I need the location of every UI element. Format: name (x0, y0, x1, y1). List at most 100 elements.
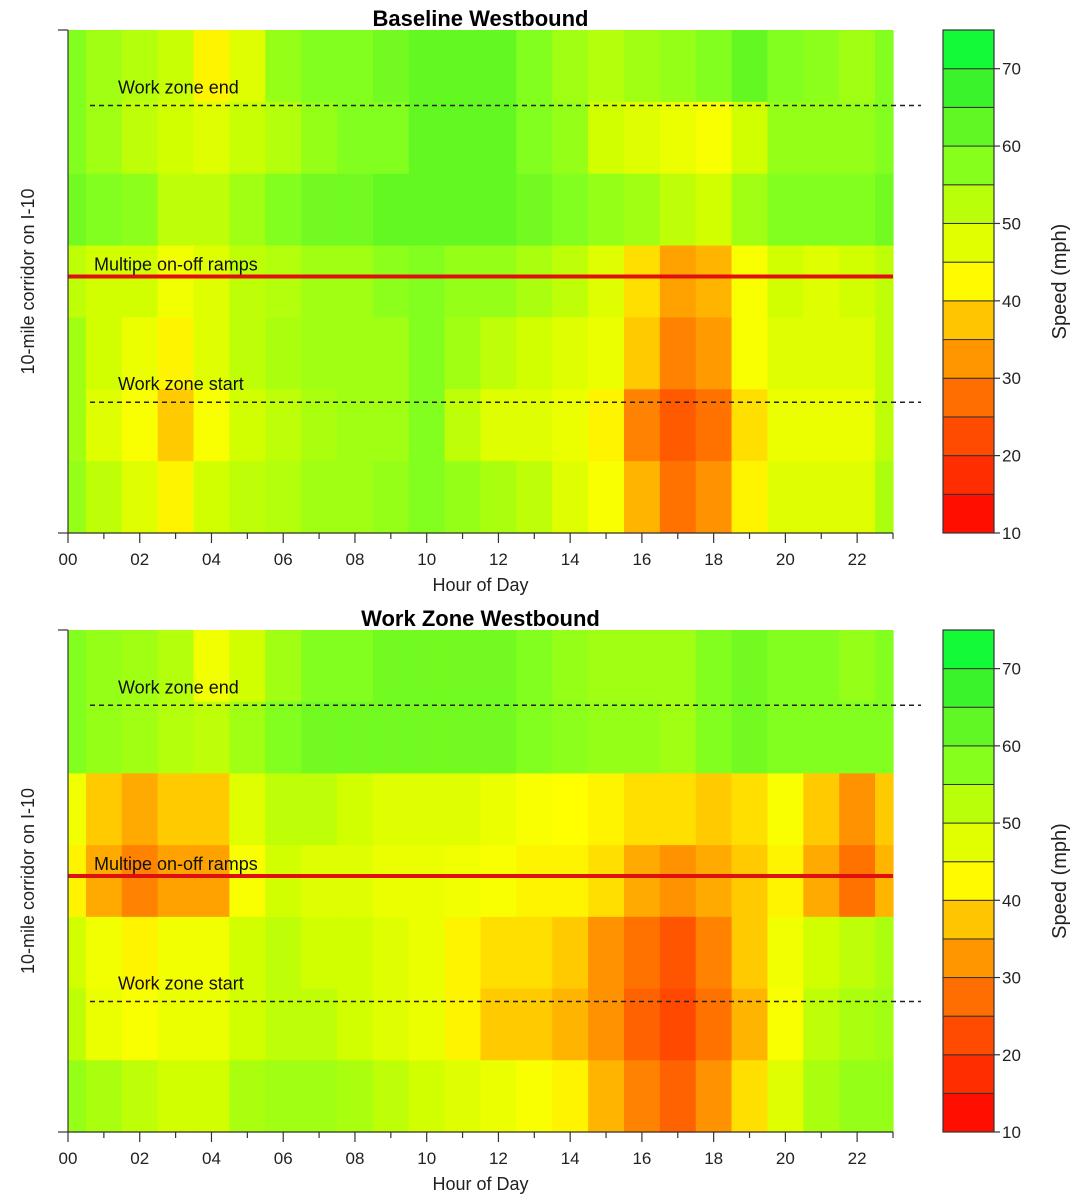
heatmap-cell (121, 389, 159, 462)
heatmap-cell (731, 630, 769, 703)
heatmap-cell (229, 101, 266, 175)
heatmap-cell (408, 389, 446, 462)
heatmap-cell (659, 916, 697, 990)
heatmap-cell (372, 630, 410, 703)
x-tick-label: 00 (59, 1149, 78, 1168)
heatmap-cell (337, 773, 374, 846)
heatmap-cell (552, 461, 589, 534)
heatmap-cell (695, 101, 733, 175)
heatmap-cell (731, 101, 769, 175)
heatmap-cell (337, 1060, 374, 1133)
heatmap-cell (803, 30, 840, 103)
heatmap-cell (731, 701, 769, 775)
heatmap-cell (372, 245, 410, 319)
colorbar-bin (942, 1092, 995, 1133)
colorbar-bin (942, 261, 995, 302)
heatmap-cell (516, 461, 553, 534)
heatmap-cell (408, 916, 446, 990)
heatmap-cell (372, 845, 410, 918)
heatmap-cell (516, 988, 553, 1061)
heatmap-cell (480, 630, 517, 703)
heatmap-cell (839, 461, 876, 534)
heatmap-cell (408, 630, 446, 703)
heatmap-cell (372, 317, 410, 390)
heatmap-cell (588, 461, 625, 534)
heatmap-cell (588, 988, 625, 1061)
x-tick-label: 10 (417, 1149, 436, 1168)
heatmap-cell (623, 1060, 661, 1133)
colorbar-tick-label: 10 (1002, 524, 1021, 543)
colorbar-tick-label: 60 (1002, 137, 1021, 156)
heatmap-cell (516, 630, 553, 703)
heatmap-cell (588, 101, 625, 175)
heatmap-cell (444, 701, 482, 775)
heatmap-cell (265, 173, 302, 247)
heatmap-cell (480, 988, 517, 1061)
colorbar-tick-label: 50 (1002, 214, 1021, 233)
colorbar-tick-label: 70 (1002, 60, 1021, 79)
heatmap-cell (444, 30, 482, 103)
heatmap-cell (875, 389, 894, 462)
colorbar-frame (942, 629, 995, 1133)
heatmap-cell (623, 773, 661, 846)
colorbar-bin (942, 29, 995, 70)
heatmap-cell (875, 101, 894, 175)
heatmap-cell (157, 173, 195, 247)
colorbar-tick-label: 20 (1002, 447, 1021, 466)
x-tick-label: 04 (202, 550, 221, 569)
annotation-label: Work zone end (118, 677, 239, 697)
heatmap-cell (157, 101, 195, 175)
colorbar-bin (942, 106, 995, 147)
x-tick-label: 00 (59, 550, 78, 569)
heatmap-cell (731, 245, 769, 319)
heatmap-cell (265, 389, 302, 462)
heatmap-cell (229, 317, 266, 390)
colorbar-bin (942, 145, 995, 186)
heatmap-cell (372, 389, 410, 462)
colorbar-bin (942, 822, 995, 863)
heatmap-cell (85, 845, 123, 918)
heatmap-cell (659, 389, 697, 462)
colorbar-bin (942, 938, 995, 979)
heatmap-cell (301, 389, 338, 462)
heatmap-cell (85, 630, 123, 703)
heatmap-cell (68, 30, 87, 103)
heatmap-cell (588, 701, 625, 775)
heatmap-cell (85, 245, 123, 319)
heatmap-cell (85, 988, 123, 1061)
heatmap-cell (767, 30, 804, 103)
heatmap-cell (695, 173, 733, 247)
heatmap-cell (85, 461, 123, 534)
colorbar-tick-label: 40 (1002, 292, 1021, 311)
heatmap-cell (767, 173, 804, 247)
heatmap-cell (337, 30, 374, 103)
x-tick-label: 18 (704, 1149, 723, 1168)
heatmap-cell (516, 845, 553, 918)
heatmap-cell (444, 461, 482, 534)
heatmap-cell (121, 701, 159, 775)
heatmap-cell (337, 389, 374, 462)
heatmap-cell (623, 461, 661, 534)
heatmap-cell (480, 30, 517, 103)
heatmap-cell (372, 1060, 410, 1133)
x-tick-label: 20 (776, 1149, 795, 1168)
heatmap-cell (68, 988, 87, 1061)
heatmap-cell (839, 173, 876, 247)
heatmap-cell (731, 845, 769, 918)
colorbar-bin (942, 416, 995, 457)
heatmap-cells (68, 630, 894, 1133)
heatmap-cell (480, 701, 517, 775)
heatmap-cell (839, 701, 876, 775)
heatmap-cell (839, 317, 876, 390)
heatmap-cell (265, 988, 302, 1061)
colorbar-bin (942, 668, 995, 708)
heatmap-cell (408, 461, 446, 534)
heatmap-cell (68, 1060, 87, 1133)
heatmap-cell (552, 630, 589, 703)
heatmap-cell (875, 30, 894, 103)
heatmap-cell (229, 461, 266, 534)
heatmap-cell (803, 701, 840, 775)
heatmap-cell (85, 389, 123, 462)
heatmap-cell (695, 1060, 733, 1133)
